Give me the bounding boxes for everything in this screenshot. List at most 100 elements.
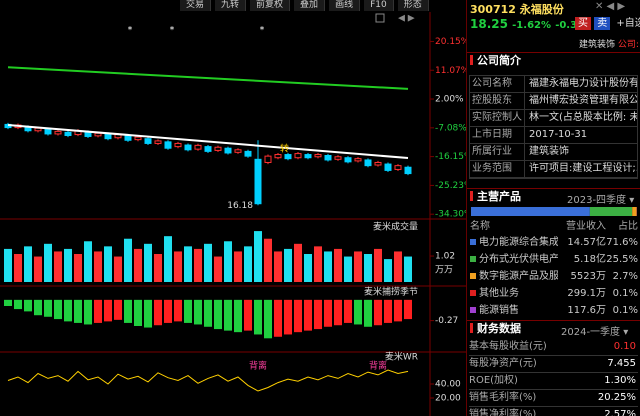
bar (204, 299, 212, 327)
share-segment (589, 207, 633, 216)
period-select[interactable]: 2023-四季度 ▾ (567, 195, 635, 206)
finance-label: 销售净利率(%) (469, 409, 537, 416)
color-key (470, 256, 476, 262)
candle-body (94, 132, 102, 137)
label: 实际控制人 (470, 110, 525, 126)
info-panel: 300712 永福股份 ✕ ◀ ▶ 18.25 -1.62% -0.30 买 卖… (466, 0, 640, 416)
buy-button[interactable]: 买 (575, 17, 591, 30)
bar (384, 259, 392, 282)
finance-row: 销售毛利率(%) 20.25% (469, 390, 638, 407)
nav-arrows[interactable]: ◀ ▶ (398, 14, 415, 24)
bar (384, 299, 392, 323)
candle-body (244, 150, 252, 157)
industry-line: 建筑装饰 公司: 0.05 (579, 37, 640, 50)
finance-label: ROE(加权) (469, 375, 518, 386)
color-key (470, 307, 476, 313)
y-tick-label: 1.02 (435, 252, 455, 262)
y-tick-label: -7.08% (435, 123, 466, 133)
bar (94, 251, 102, 282)
marker-star: * (128, 26, 133, 36)
sell-button[interactable]: 卖 (594, 17, 611, 30)
candle-body (384, 163, 392, 171)
bar (124, 238, 132, 282)
profile-row: 上市日期 2017-10-31 (470, 127, 637, 144)
bar (394, 299, 402, 322)
toolbar-button[interactable]: 叠加 (294, 0, 326, 11)
share-segment (632, 207, 637, 216)
bar (74, 299, 82, 323)
candle-body (204, 146, 212, 152)
candle-body (284, 154, 292, 160)
color-key (470, 239, 476, 245)
finance-label: 基本每股收益(元) (469, 341, 547, 352)
value: 许可项目:建设工程设计;... (529, 163, 637, 174)
period-select[interactable]: 2024-一季度 ▾ (561, 327, 629, 338)
finance-row: ROE(加权) 1.30% (469, 373, 638, 390)
candle-body (394, 165, 402, 170)
candle-body (44, 128, 52, 135)
bar (224, 299, 232, 331)
y-tick-label: 20.00 (435, 394, 461, 404)
close-icon[interactable]: ✕ ◀ ▶ (595, 1, 626, 12)
panel-title: 麦米捕捞季节 (364, 286, 418, 298)
candle-body (294, 153, 302, 159)
bar (194, 299, 202, 325)
bar (44, 299, 52, 317)
bar (144, 243, 152, 282)
y-tick-label: -16.15% (435, 152, 466, 162)
bar (344, 256, 352, 282)
name: 能源销售 (479, 305, 519, 316)
watch-button[interactable]: +自选 (616, 18, 640, 29)
finance-row: 每股净资产(元) 7.455 (469, 356, 638, 373)
share: 0.1% (612, 305, 638, 316)
candle-body (354, 158, 362, 162)
profile-row: 实际控制人 林一文(占总股本比例: 未... (470, 110, 637, 127)
candle-body (254, 158, 262, 205)
candle-body (214, 146, 222, 151)
candle-body (404, 166, 412, 175)
window-icon[interactable] (375, 13, 385, 23)
candle-body (174, 142, 182, 148)
product-row: 其他业务 299.1万 0.1% (470, 286, 638, 302)
toolbar-button[interactable]: F10 (364, 0, 394, 11)
bar (294, 299, 302, 333)
y-tick-label: 20.15% (435, 37, 466, 47)
bar (234, 299, 242, 333)
color-key (470, 273, 476, 279)
bar (164, 299, 172, 323)
bar (264, 299, 272, 339)
bar (244, 246, 252, 282)
stock-name: 300712 永福股份 (470, 3, 564, 16)
profile-row: 公司名称福建永福电力设计股份有限公司 (470, 76, 637, 93)
finance-value: 20.25% (597, 392, 636, 403)
finance-value: 0.10 (613, 341, 636, 352)
candle-body (304, 154, 312, 159)
finance-label: 每股净资产(元) (469, 358, 537, 369)
revenue: 299.1万 (567, 288, 606, 299)
finance-value: 7.455 (607, 358, 636, 369)
candle-body (64, 131, 72, 137)
product-header: 名称 营业收入 占比 (470, 219, 638, 235)
section-title: 财务数据 (467, 320, 640, 337)
y-tick-label: -25.23% (435, 181, 466, 191)
bar (274, 251, 282, 282)
candle-body (344, 157, 352, 163)
bar (4, 248, 12, 282)
finance-label: 销售毛利率(%) (469, 392, 537, 403)
toolbar-button[interactable]: 前复权 (250, 0, 291, 11)
bar (184, 299, 192, 323)
revenue: 117.6万 (567, 305, 606, 316)
signal-label: 转 (280, 142, 289, 154)
product-name: 其他业务 (470, 286, 558, 302)
toolbar-button[interactable]: 形态 (397, 0, 429, 11)
candle-body (164, 141, 172, 149)
bar (324, 251, 332, 282)
toolbar-button[interactable]: 九转 (215, 0, 247, 11)
bar (164, 236, 172, 282)
column-header: 名称 (470, 221, 490, 232)
toolbar-button[interactable]: 画线 (329, 0, 361, 11)
toolbar-button[interactable]: 交易 (180, 0, 212, 11)
label: 上市日期 (470, 127, 525, 143)
